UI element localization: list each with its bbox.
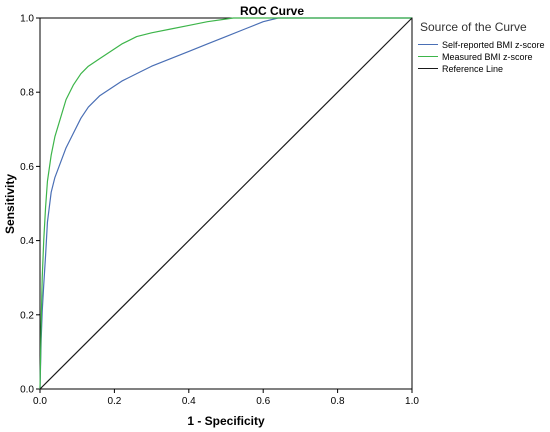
y-tick-label: 0.8	[20, 88, 34, 99]
x-axis-title: 1 - Specificity	[187, 414, 265, 428]
legend-swatch-reference	[418, 68, 438, 69]
legend: Source of the Curve Self-reported BMI z-…	[418, 20, 548, 75]
legend-item-reference: Reference Line	[418, 63, 548, 74]
legend-item-measured: Measured BMI z-score	[418, 51, 548, 62]
legend-swatch-self-reported	[418, 44, 438, 45]
series-self-reported-bmi	[39, 17, 412, 390]
x-axis: 0.0 0.2 0.4 0.6 0.8 1.0	[33, 389, 419, 407]
y-tick-label: 0.2	[20, 310, 34, 321]
series-measured-bmi	[39, 17, 412, 390]
x-tick-label: 0.0	[33, 396, 47, 407]
series-layer	[39, 17, 413, 390]
series-reference-line	[39, 17, 413, 390]
x-tick-label: 0.2	[107, 396, 121, 407]
legend-swatch-measured	[418, 56, 438, 57]
y-tick-label: 0.4	[20, 236, 34, 247]
legend-label-reference: Reference Line	[442, 63, 504, 74]
legend-label-self-reported: Self-reported BMI z-score	[442, 39, 545, 50]
legend-title: Source of the Curve	[420, 20, 527, 34]
y-tick-label: 0.6	[20, 162, 34, 173]
x-tick-label: 0.8	[331, 396, 345, 407]
chart-title: ROC Curve	[240, 4, 304, 18]
x-tick-label: 0.4	[182, 396, 196, 407]
x-tick-label: 0.6	[256, 396, 270, 407]
x-tick-label: 1.0	[405, 396, 419, 407]
y-tick-label: 1.0	[20, 14, 34, 25]
y-axis-title: Sensitivity	[3, 174, 17, 234]
legend-label-measured: Measured BMI z-score	[442, 51, 533, 62]
y-axis: 0.0 0.2 0.4 0.6 0.8 1.0	[20, 14, 40, 396]
legend-item-self-reported: Self-reported BMI z-score	[418, 39, 548, 50]
y-tick-label: 0.0	[20, 385, 34, 396]
